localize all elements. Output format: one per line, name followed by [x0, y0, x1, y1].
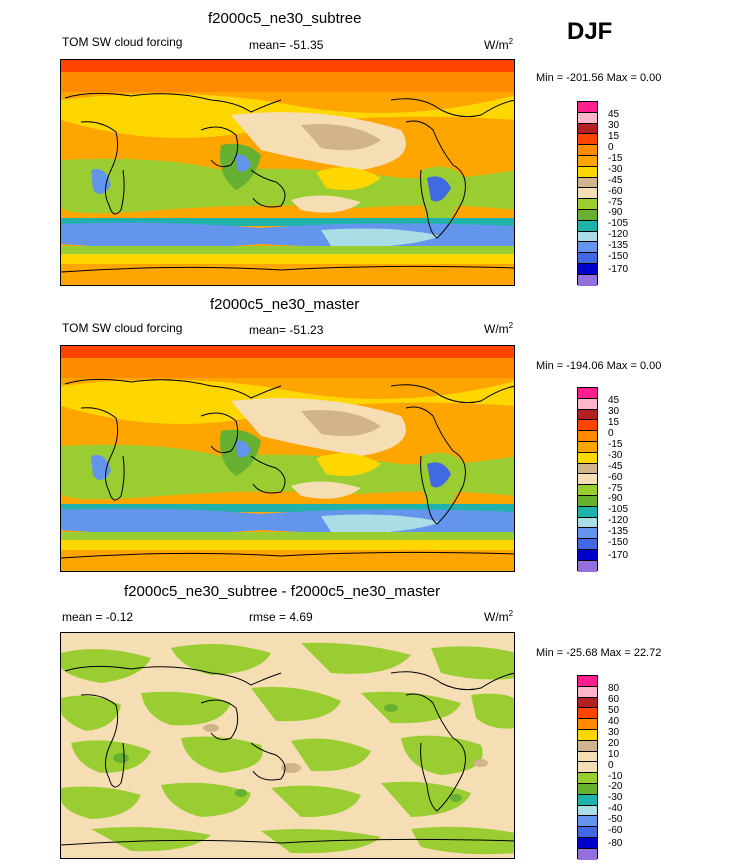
panel2-variable: TOM SW cloud forcing [62, 321, 183, 335]
panel3-units: W/m2 [484, 609, 514, 624]
season-label: DJF [567, 18, 613, 45]
panel1-scale-label: -150 [608, 251, 629, 262]
panel1-scale-label: -170 [608, 264, 629, 275]
panel2-scale-label: -135 [608, 526, 629, 537]
panel1-scale-label: -105 [608, 218, 629, 229]
panel3-mean: mean = -0.12 [62, 610, 134, 624]
panel1-units: W/m2 [484, 37, 514, 52]
panel1-scale-label: -15 [608, 153, 623, 164]
panel2-scale-label: 15 [608, 417, 620, 428]
panel1-scale-label: 0 [608, 142, 614, 153]
panel2-scale-label: -75 [608, 483, 623, 494]
panel2-map [60, 345, 515, 572]
panel3-scale-label: 30 [608, 727, 620, 738]
panel3-scale-label: -20 [608, 781, 623, 792]
panel2-scale-label: -105 [608, 504, 629, 515]
panel3-map-field [61, 633, 514, 858]
panel3-colorbar [577, 675, 598, 860]
panel1-variable: TOM SW cloud forcing [62, 35, 183, 49]
panel1-scale-label: -30 [608, 164, 623, 175]
panel3-scale-label: -60 [608, 825, 623, 836]
panel2-scale-label: -90 [608, 493, 623, 504]
panel1-scale-label: -135 [608, 240, 629, 251]
panel2-scale-label: -170 [608, 550, 629, 561]
panel2-scale-label: 30 [608, 406, 620, 417]
panel3-scale-label: -30 [608, 792, 623, 803]
panel1-title: f2000c5_ne30_subtree [208, 10, 362, 27]
panel1-scale-label: -90 [608, 207, 623, 218]
panel1-colorbar [577, 101, 598, 286]
panel1-scale-label: -45 [608, 175, 623, 186]
panel1-scale-label: -75 [608, 197, 623, 208]
panel1-scale-label: 15 [608, 131, 620, 142]
panel3-rmse: rmse = 4.69 [249, 610, 313, 624]
panel1-scale-label: 45 [608, 109, 620, 120]
panel3-scale-label: 0 [608, 760, 614, 771]
panel3-map [60, 632, 515, 859]
panel3-min-max: Min = -25.68 Max = 22.72 [536, 647, 662, 659]
panel2-scale-label: 45 [608, 395, 620, 406]
panel2-units: W/m2 [484, 321, 514, 336]
panel3-scale-label: 10 [608, 749, 620, 760]
panel2-mean: mean= -51.23 [249, 323, 324, 337]
panel1-map-field [61, 60, 514, 285]
panel1-min-max: Min = -201.56 Max = 0.00 [536, 72, 662, 84]
panel3-scale-label: -50 [608, 814, 623, 825]
panel2-min-max: Min = -194.06 Max = 0.00 [536, 360, 662, 372]
panel3-scale-label: 20 [608, 738, 620, 749]
panel2-scale-label: -45 [608, 461, 623, 472]
panel3-scale-label: 50 [608, 705, 620, 716]
panel1-map [60, 59, 515, 286]
panel2-map-field [61, 346, 514, 571]
panel3-scale-label: -10 [608, 771, 623, 782]
panel3-scale-label: 80 [608, 683, 620, 694]
panel2-title: f2000c5_ne30_master [210, 296, 360, 313]
panel3-scale-label: -80 [608, 838, 623, 849]
panel2-scale-label: -15 [608, 439, 623, 450]
panel3-scale-label: 40 [608, 716, 620, 727]
panel1-mean: mean= -51.35 [249, 38, 324, 52]
panel3-scale-label: 60 [608, 694, 620, 705]
panel1-scale-label: 30 [608, 120, 620, 131]
panel2-scale-label: -60 [608, 472, 623, 483]
panel3-scale-label: -40 [608, 803, 623, 814]
panel2-scale-label: 0 [608, 428, 614, 439]
panel2-scale-label: -120 [608, 515, 629, 526]
panel2-scale-label: -30 [608, 450, 623, 461]
panel1-scale-label: -120 [608, 229, 629, 240]
panel3-title: f2000c5_ne30_subtree - f2000c5_ne30_mast… [124, 583, 441, 600]
panel1-scale-label: -60 [608, 186, 623, 197]
panel2-colorbar [577, 387, 598, 572]
panel2-scale-label: -150 [608, 537, 629, 548]
